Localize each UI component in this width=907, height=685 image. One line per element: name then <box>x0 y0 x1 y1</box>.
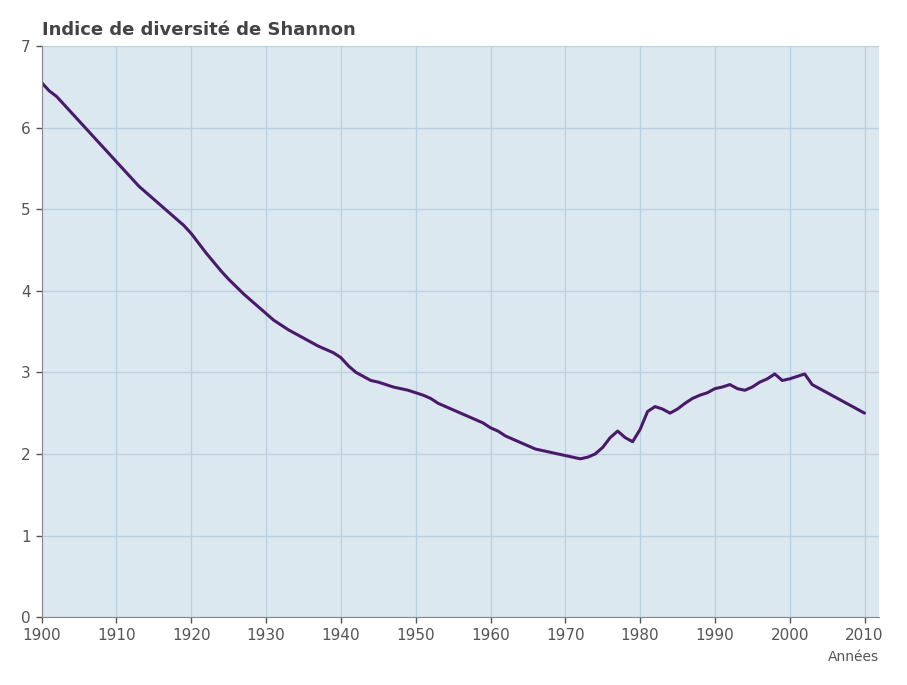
Text: Indice de diversité de Shannon: Indice de diversité de Shannon <box>42 21 356 39</box>
X-axis label: Années: Années <box>828 650 880 664</box>
